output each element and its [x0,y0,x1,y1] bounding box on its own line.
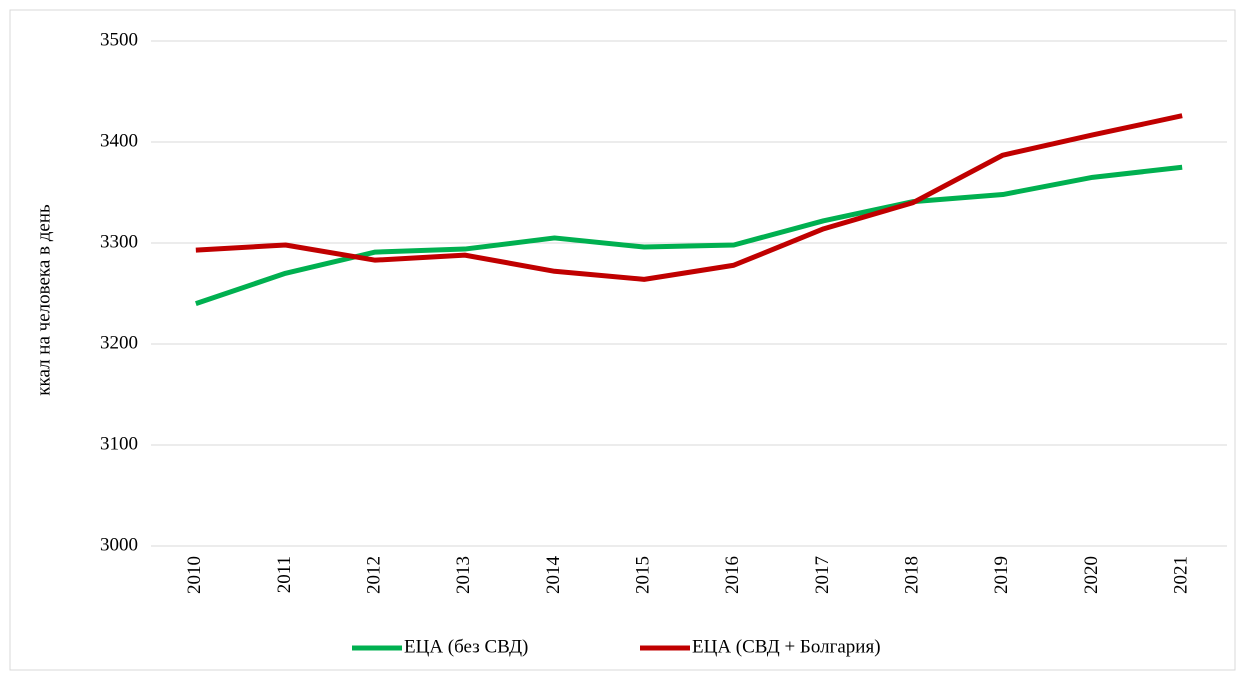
x-tick-label: 2013 [453,556,474,594]
series-line [195,113,1183,282]
y-tick-label: 3200 [100,332,138,353]
x-tick-label: 2016 [722,556,743,594]
y-axis-label: ккал на человека в день [33,204,54,396]
x-tick-label: 2011 [274,556,295,593]
legend-label: ЕЦА (без СВД) [404,636,528,657]
x-tick-label: 2010 [184,556,205,594]
x-tick-label: 2019 [991,556,1012,594]
x-tick-label: 2017 [812,556,833,594]
x-tick-label: 2014 [543,556,564,595]
y-tick-label: 3500 [100,29,138,50]
x-tick-label: 2021 [1171,556,1192,594]
x-tick-label: 2020 [1081,556,1102,594]
x-tick-label: 2012 [364,556,385,594]
y-tick-label: 3100 [100,433,138,454]
chart-frame [9,9,1236,671]
x-tick-label: 2015 [633,556,654,594]
legend-label: ЕЦА (СВД + Болгария) [692,636,881,657]
series-line [195,164,1183,306]
y-tick-label: 3300 [100,231,138,252]
y-tick-label: 3000 [100,534,138,555]
y-tick-label: 3400 [100,130,138,151]
x-tick-label: 2018 [902,556,923,594]
